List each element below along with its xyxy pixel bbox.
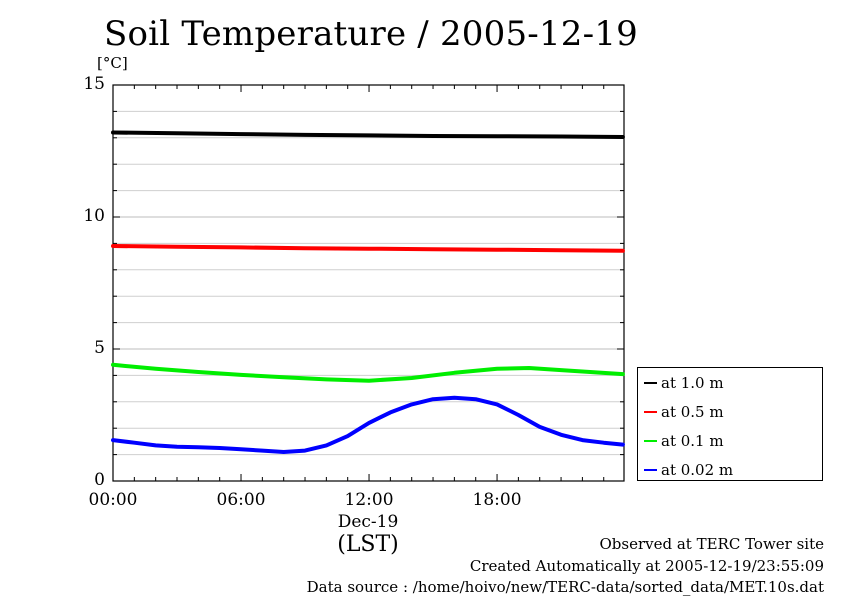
series-point-4 xyxy=(282,450,285,454)
legend-label: at 0.02 m xyxy=(661,461,734,479)
series-point-4 xyxy=(581,438,584,442)
legend-label: at 1.0 m xyxy=(661,374,724,392)
y-axis-unit-label: [°C] xyxy=(97,54,128,72)
y-tick-label: 10 xyxy=(83,206,105,226)
series-point-3 xyxy=(239,373,243,377)
series-point-4 xyxy=(410,403,413,406)
series-point-3 xyxy=(453,371,456,374)
series-point-2 xyxy=(431,248,435,251)
legend-swatch xyxy=(644,440,657,442)
series-point-2 xyxy=(111,244,115,248)
x-tick-label: 12:00 xyxy=(344,490,394,510)
series-point-1 xyxy=(559,135,563,138)
series-point-3 xyxy=(559,368,563,372)
legend-item: at 0.02 m xyxy=(644,460,733,480)
series-line-3 xyxy=(111,362,625,383)
series-point-4 xyxy=(239,448,243,451)
series-point-4 xyxy=(474,397,477,401)
series-point-3 xyxy=(282,376,285,379)
x-tick-label: 06:00 xyxy=(216,490,266,510)
created-note: Created Automatically at 2005-12-19/23:5… xyxy=(469,556,824,575)
series-point-3 xyxy=(367,379,371,382)
x-axis-label: (LST) xyxy=(337,532,399,557)
series-point-2 xyxy=(559,249,563,252)
series-point-1 xyxy=(495,135,499,138)
series-point-3 xyxy=(621,372,625,376)
series-point-4 xyxy=(538,425,541,429)
series-point-4 xyxy=(517,413,520,417)
legend-label: at 0.5 m xyxy=(661,403,724,421)
legend-item: at 0.5 m xyxy=(644,402,724,422)
series-point-4 xyxy=(495,403,499,406)
series-point-2 xyxy=(621,249,625,252)
series-point-2 xyxy=(495,248,499,251)
series-point-4 xyxy=(175,445,179,448)
y-tick-label: 5 xyxy=(94,338,105,358)
series-point-1 xyxy=(621,135,625,139)
y-tick-label: 0 xyxy=(94,470,105,490)
series-point-4 xyxy=(197,446,200,449)
series-point-4 xyxy=(559,433,563,436)
series-point-4 xyxy=(111,438,115,442)
observed-note: Observed at TERC Tower site xyxy=(599,535,824,553)
series-point-3 xyxy=(527,366,531,370)
series-point-1 xyxy=(239,132,243,136)
series-point-3 xyxy=(111,363,115,367)
series-line-1 xyxy=(111,130,625,139)
legend-item: at 1.0 m xyxy=(644,373,724,393)
x-tick-label: 00:00 xyxy=(88,490,138,510)
series-point-4 xyxy=(346,434,349,438)
series-point-3 xyxy=(154,367,157,370)
series-point-1 xyxy=(111,131,115,134)
source-note: Data source : /home/hoivo/new/TERC-data/… xyxy=(306,578,824,596)
series-point-4 xyxy=(133,441,136,444)
series-point-3 xyxy=(325,378,328,381)
series-point-4 xyxy=(325,444,328,447)
series-point-4 xyxy=(389,411,392,414)
legend-swatch xyxy=(644,411,657,413)
series-point-4 xyxy=(602,441,605,444)
series-point-4 xyxy=(303,449,307,452)
series-point-1 xyxy=(303,133,307,137)
series-point-2 xyxy=(367,247,371,250)
series-point-3 xyxy=(495,367,499,370)
legend-swatch xyxy=(644,469,657,471)
plot-frame xyxy=(112,84,625,482)
series-point-2 xyxy=(303,246,307,250)
x-date-label: Dec-19 xyxy=(337,512,399,532)
series-point-4 xyxy=(367,421,371,425)
series-point-3 xyxy=(197,370,200,374)
chart-legend: at 1.0 m at 0.5 m at 0.1 m at 0.02 m xyxy=(637,367,823,481)
legend-item: at 0.1 m xyxy=(644,431,724,451)
series-point-2 xyxy=(175,245,179,249)
chart-notes: Observed at TERC Tower site Created Auto… xyxy=(307,534,824,599)
series-point-4 xyxy=(154,444,157,447)
legend-swatch xyxy=(644,382,657,384)
series-point-4 xyxy=(261,449,264,452)
series-point-4 xyxy=(431,397,435,401)
series-point-1 xyxy=(175,132,179,135)
legend-label: at 0.1 m xyxy=(661,432,724,450)
series-point-1 xyxy=(367,134,371,137)
y-tick-label: 15 xyxy=(83,74,105,94)
series-point-4 xyxy=(218,446,221,450)
x-tick-label: 18:00 xyxy=(472,490,522,510)
series-point-3 xyxy=(410,376,413,380)
series-point-1 xyxy=(431,134,435,138)
series-point-4 xyxy=(453,396,456,400)
series-line-4 xyxy=(111,395,625,454)
series-point-2 xyxy=(239,246,243,249)
series-point-4 xyxy=(621,443,625,446)
chart-title: Soil Temperature / 2005-12-19 xyxy=(104,14,638,54)
